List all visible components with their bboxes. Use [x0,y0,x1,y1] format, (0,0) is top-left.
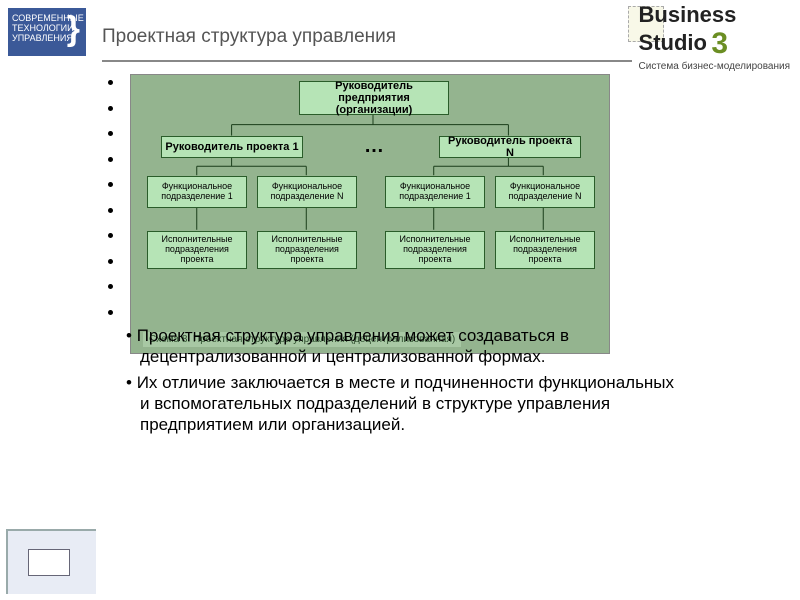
node-func-Nn: Функциональное подразделение N [495,176,595,208]
brand-sub: Система бизнес-моделирования [639,61,790,72]
node-exec-Na: Исполнительные подразделения проекта [385,231,485,269]
node-exec-Nn: Исполнительные подразделения проекта [495,231,595,269]
node-func-1n: Функциональное подразделение N [257,176,357,208]
brand-line1: Business [639,2,737,27]
brand-num: 3 [711,27,728,60]
page-title: Проектная структура управления [102,26,396,48]
paragraph-2: Их отличие заключается в месте и подчине… [126,372,676,436]
node-pm1: Руководитель проекта 1 [161,136,303,158]
node-exec-1a: Исполнительные подразделения проекта [147,231,247,269]
node-pmN: Руководитель проекта N [439,136,581,158]
bullet-column [108,80,113,335]
ellipsis: … [364,135,384,158]
paragraph-1: Проектная структура управления может соз… [126,325,676,368]
right-logo: Business Studio 3 Система бизнес-моделир… [639,4,790,72]
brand-line2: Studio [639,30,707,55]
node-func-Na: Функциональное подразделение 1 [385,176,485,208]
left-logo: СОВРЕМЕННЫЕ ТЕХНОЛОГИИ УПРАВЛЕНИЯ } [8,8,86,56]
node-root: Руководитель предприятия (организации) [299,81,449,115]
brace-icon: } [67,12,80,46]
org-chart: Руководитель предприятия (организации) Р… [130,74,610,354]
node-exec-1n: Исполнительные подразделения проекта [257,231,357,269]
body-text: Проектная структура управления может соз… [126,325,676,439]
header-rule [102,60,632,62]
node-func-1a: Функциональное подразделение 1 [147,176,247,208]
corner-doc-icon [6,529,96,594]
